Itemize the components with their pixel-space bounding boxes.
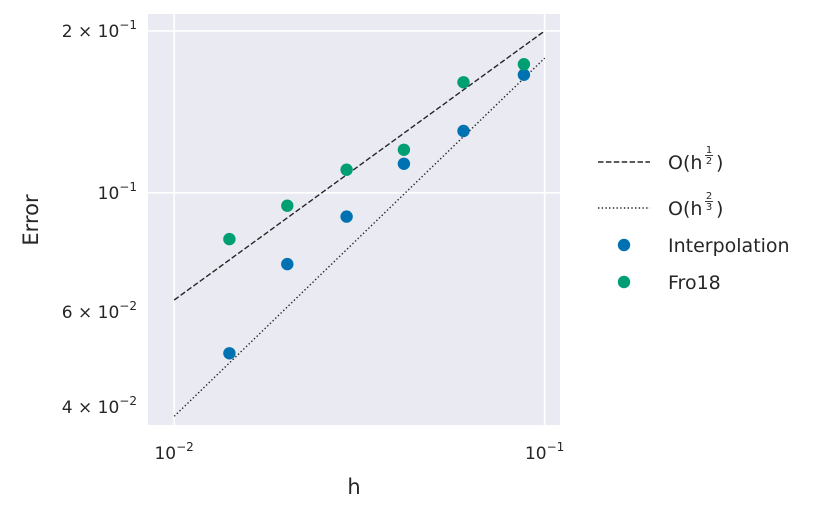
y-tick-label: 4 × 10−2 [62,394,137,418]
dotted-reference-line [173,57,546,417]
legend-exponent-numerator: 2 [706,191,712,202]
y-axis-label: Error [19,194,43,246]
y-tick-label: 6 × 10−2 [62,299,137,323]
legend-label-close: ) [716,198,723,220]
legend-exponent-denominator: 2 [706,156,712,167]
x-tick-labels: 10−2 10−1 [154,440,564,464]
point-interpolation [340,210,353,223]
plot-area [148,14,560,425]
point-fro18 [397,143,411,156]
legend-label: Interpolation [668,235,790,257]
grid [148,14,560,425]
x-tick-label: 10−1 [525,440,564,464]
y-tick-labels: 2 × 10−1 10−1 6 × 10−2 4 × 10−2 [62,18,137,418]
point-interpolation [281,257,294,271]
legend-label: Fro18 [668,272,721,294]
reference-lines [173,30,546,417]
legend-marker [617,275,631,289]
legend-exponent-numerator: 1 [706,145,712,156]
legend-marker [617,238,631,252]
legend-label: O(h [668,198,702,220]
y-tick-label: 10−1 [98,180,137,204]
point-fro18 [517,57,531,71]
legend-label-close: ) [716,152,723,174]
point-fro18 [281,199,294,212]
legend-label: O(h [668,152,702,174]
point-interpolation [457,124,470,138]
point-interpolation [517,68,531,82]
x-axis-label: h [347,475,360,499]
point-fro18 [457,76,470,89]
data-points [223,57,531,360]
point-fro18 [340,163,353,176]
x-tick-label: 10−2 [154,440,193,464]
dashed-reference-line [173,30,546,301]
point-fro18 [223,232,236,246]
y-tick-label: 2 × 10−1 [62,18,137,42]
legend-exponent-denominator: 3 [706,202,712,213]
point-interpolation [397,157,411,170]
point-interpolation [223,347,236,360]
